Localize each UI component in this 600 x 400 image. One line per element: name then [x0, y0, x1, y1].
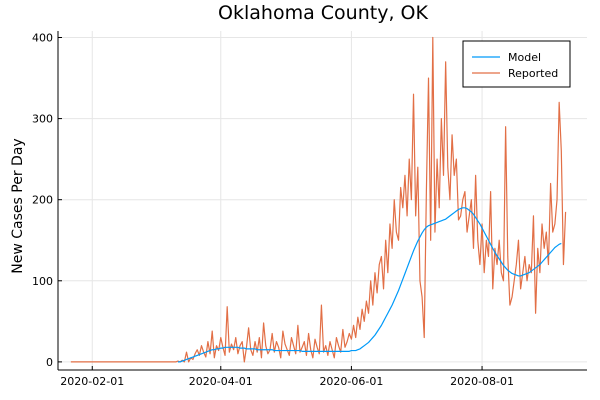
y-axis-label: New Cases Per Day: [10, 138, 26, 273]
tick-labels: 0 100 200 300 400 2020-02-01 2020-04-01 2020-06…: [32, 31, 514, 388]
axes: [57, 31, 587, 371]
y-tick-label: 0: [46, 356, 53, 369]
x-tick-label: 2020-02-01: [60, 375, 124, 388]
legend: Model Reported: [462, 40, 571, 88]
chart-title: Oklahoma County, OK: [218, 2, 428, 24]
x-tick-label: 2020-08-01: [450, 375, 514, 388]
y-tick-label: 200: [32, 194, 53, 207]
series-line-reported: [70, 36, 567, 363]
y-tick-label: 100: [32, 275, 53, 288]
series-line-model: [177, 207, 562, 363]
y-tick-label: 300: [32, 113, 53, 126]
x-tick-label: 2020-06-01: [319, 375, 383, 388]
grid: [58, 31, 587, 370]
plot-area: [70, 36, 567, 363]
y-tick-label: 400: [32, 31, 53, 44]
legend-label-reported: Reported: [508, 67, 558, 80]
legend-box: [462, 40, 571, 88]
x-tick-label: 2020-04-01: [189, 375, 253, 388]
legend-label-model: Model: [508, 51, 541, 64]
